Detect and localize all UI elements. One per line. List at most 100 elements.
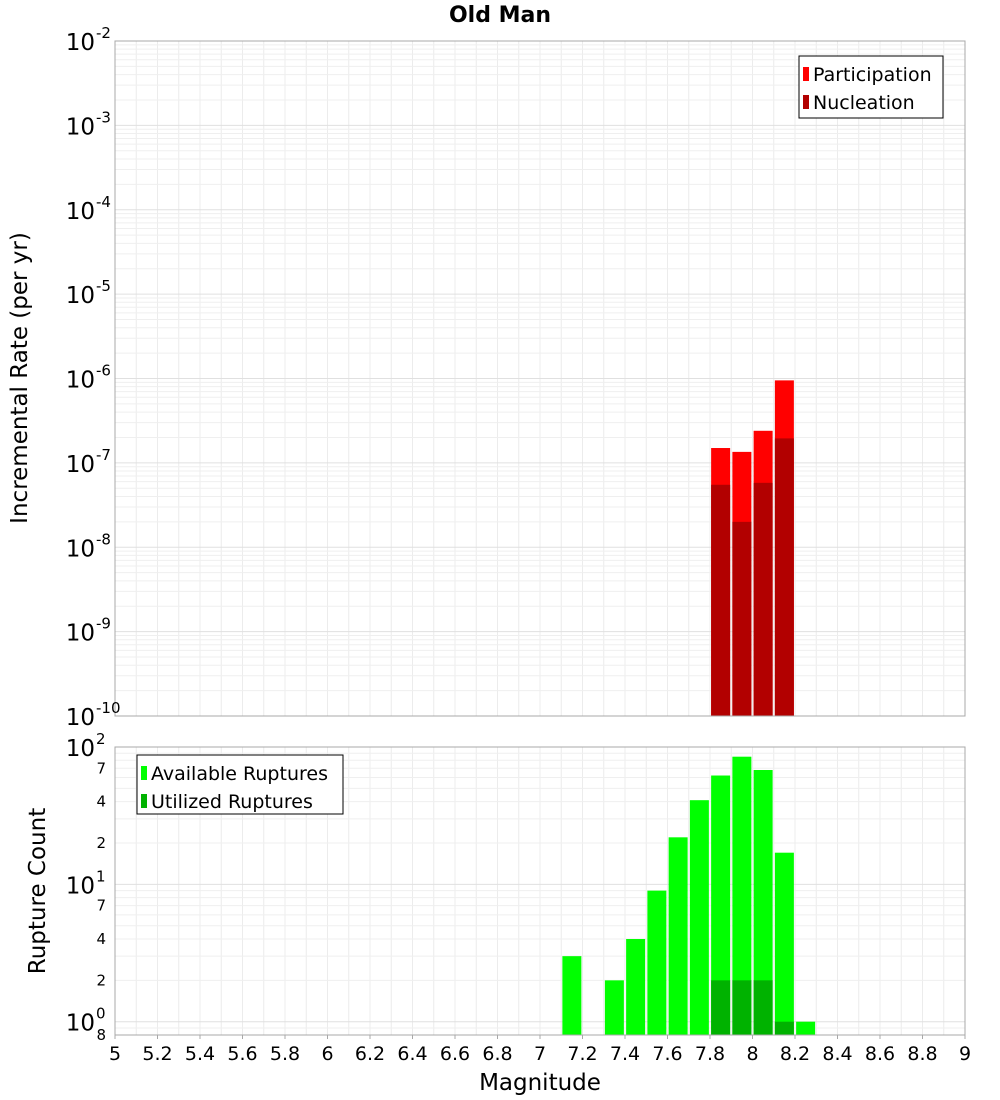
bottom-bar-available-ruptures [732, 756, 752, 1035]
bottom-y-minor-tick-label: 2 [96, 834, 106, 852]
bottom-y-minor-tick-label: 2 [96, 971, 106, 989]
tick-exponent: -4 [96, 193, 111, 211]
tick-base: 10 [66, 736, 95, 762]
bottom-bar-available-ruptures [668, 837, 688, 1035]
bottom-bar-available-ruptures [604, 980, 624, 1035]
tick-base: 10 [66, 536, 95, 562]
x-tick-label: 8.4 [822, 1043, 852, 1065]
bottom-bar-available-ruptures [626, 939, 646, 1035]
bottom-bar-utilized-ruptures [774, 1021, 794, 1035]
tick-exponent: -2 [96, 24, 111, 42]
tick-base: 10 [66, 621, 95, 647]
bottom-bar-utilized-ruptures [711, 980, 731, 1035]
x-tick-label: 6.6 [440, 1043, 470, 1065]
x-tick-label: 7 [534, 1043, 546, 1065]
top-y-axis-label: Incremental Rate (per yr) [7, 232, 33, 524]
bottom-bars [562, 756, 816, 1035]
top-bar-nucleation [732, 521, 752, 716]
bottom-bar-available-ruptures [753, 770, 773, 1035]
top-plot-border [114, 40, 966, 717]
tick-exponent: -10 [96, 699, 121, 717]
top-legend: Participation Nucleation [798, 55, 944, 119]
tick-exponent: -7 [96, 446, 111, 464]
x-tick-label: 7.8 [695, 1043, 725, 1065]
tick-base: 10 [66, 368, 95, 394]
tick-exponent: -6 [96, 362, 111, 380]
top-legend-box [798, 55, 944, 119]
bottom-legend-box [136, 754, 344, 815]
x-tick-label: 8.6 [865, 1043, 895, 1065]
top-y-ticks: 10-210-310-410-510-610-710-810-910-10 [66, 24, 121, 731]
x-tick-label: 8 [746, 1043, 758, 1065]
bottom-y-tick-label: 10 1 [66, 867, 106, 899]
bottom-bar-available-ruptures [562, 956, 582, 1035]
x-tick-label: 5.2 [142, 1043, 172, 1065]
x-axis-label: Magnitude [479, 1070, 601, 1096]
bottom-bar-available-ruptures [774, 852, 794, 1035]
bottom-bar-available-ruptures [647, 890, 667, 1035]
x-tick-label: 6.8 [482, 1043, 512, 1065]
top-y-tick-label: 10 -5 [66, 277, 111, 309]
tick-base: 10 [66, 114, 95, 140]
x-tick-label: 8.2 [780, 1043, 810, 1065]
top-y-tick-label: 10 -6 [66, 362, 111, 394]
top-legend-label: Nucleation [813, 92, 915, 114]
x-tick-label: 9 [959, 1043, 971, 1065]
tick-base: 10 [66, 199, 95, 225]
x-tick-label: 6.4 [397, 1043, 427, 1065]
bottom-bar-utilized-ruptures [732, 980, 752, 1035]
top-y-tick-label: 10 -9 [66, 615, 111, 647]
top-bar-nucleation [753, 482, 773, 716]
bottom-y-axis-label: Rupture Count [25, 808, 51, 974]
tick-base: 10 [66, 30, 95, 56]
top-grid [115, 41, 965, 717]
x-tick-label: 7.4 [610, 1043, 640, 1065]
tick-exponent: -9 [96, 615, 111, 633]
tick-exponent: 2 [96, 730, 106, 748]
top-legend-swatch [803, 67, 809, 81]
bottom-y-minor-tick-label: 7 [96, 897, 106, 915]
tick-exponent: -8 [96, 530, 111, 548]
x-tick-label: 5.6 [227, 1043, 257, 1065]
bottom-bar-available-ruptures [711, 775, 731, 1035]
bottom-legend: Available Ruptures Utilized Ruptures [136, 754, 344, 815]
tick-base: 10 [66, 873, 95, 899]
tick-exponent: -3 [96, 108, 111, 126]
bottom-legend-label: Utilized Ruptures [151, 791, 313, 813]
bottom-bar-utilized-ruptures [753, 980, 773, 1035]
top-y-tick-label: 10 -2 [66, 24, 111, 56]
bottom-y-minor-tick-label: 7 [96, 759, 106, 777]
top-y-tick-label: 10 -7 [66, 446, 111, 478]
top-y-tick-label: 10 -3 [66, 108, 111, 140]
tick-base: 10 [66, 1011, 95, 1037]
x-tick-label: 6.2 [355, 1043, 385, 1065]
x-tick-label: 7.2 [567, 1043, 597, 1065]
bottom-legend-label: Available Ruptures [151, 763, 328, 785]
x-tick-label: 7.6 [652, 1043, 682, 1065]
x-tick-label: 5.8 [270, 1043, 300, 1065]
x-tick-label: 6 [321, 1043, 333, 1065]
bottom-bar-available-ruptures [689, 800, 709, 1035]
bottom-bar-available-ruptures [796, 1021, 816, 1035]
chart-title: Old Man [449, 3, 551, 28]
tick-exponent: -5 [96, 277, 111, 295]
bottom-legend-swatch [141, 766, 147, 780]
x-tick-label: 8.8 [907, 1043, 937, 1065]
tick-exponent: 0 [96, 1005, 106, 1023]
top-y-tick-label: 10 -10 [66, 699, 121, 731]
bottom-y-minor-tick-label: 4 [96, 930, 106, 948]
top-y-tick-label: 10 -4 [66, 193, 111, 225]
top-legend-swatch [803, 95, 809, 109]
top-legend-label: Participation [813, 64, 932, 86]
bottom-y-minor-tick-label: 8 [96, 1026, 106, 1044]
bottom-legend-swatch [141, 794, 147, 808]
x-tick-label: 5.4 [185, 1043, 215, 1065]
x-ticks: 5 5.2 5.4 5.6 5.8 6 6.2 6.4 6.6 6.8 7 7.2 7.4 7.6 7.8 8… [109, 1035, 971, 1065]
bottom-y-minor-tick-label: 4 [96, 793, 106, 811]
top-y-tick-label: 10 -8 [66, 530, 111, 562]
tick-base: 10 [66, 452, 95, 478]
x-tick-label: 5 [109, 1043, 121, 1065]
